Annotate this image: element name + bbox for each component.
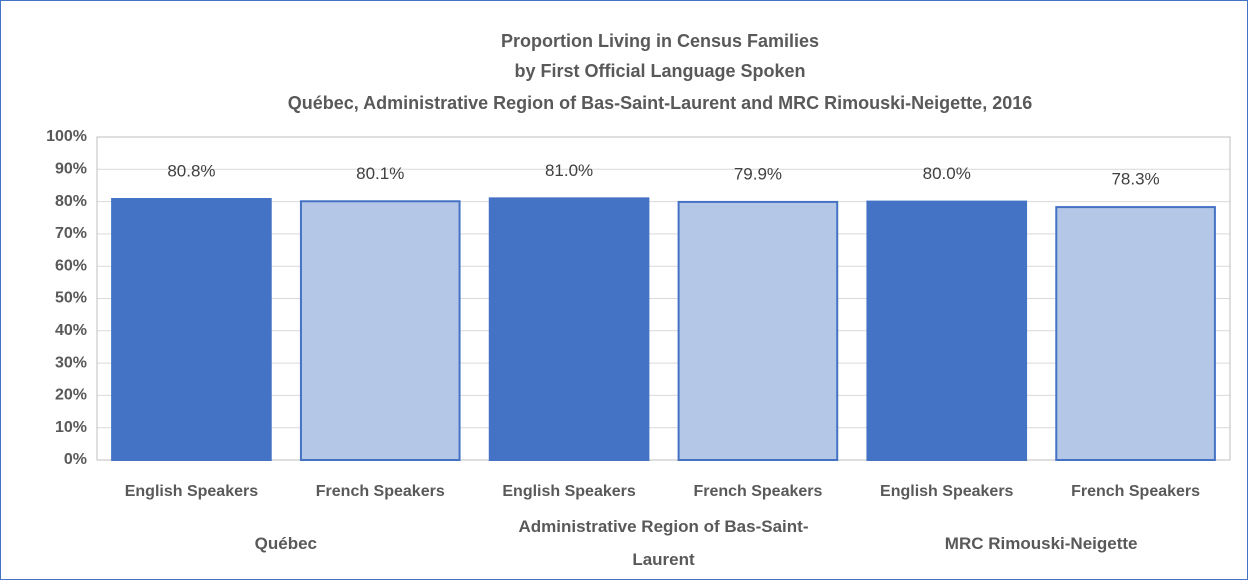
data-label: 80.8% <box>167 162 215 181</box>
y-tick-label: 90% <box>55 161 87 178</box>
chart-title: Proportion Living in Census Families <box>501 31 819 51</box>
group-label: Administrative Region of Bas-Saint-Laure… <box>518 517 809 569</box>
y-tick-label: 60% <box>55 257 87 274</box>
y-tick-label: 10% <box>55 419 87 436</box>
bar <box>111 198 272 462</box>
y-tick-label: 70% <box>55 225 87 242</box>
chart-title: by First Official Language Spoken <box>514 61 805 81</box>
group-label-box: MRC Rimouski-Neigette <box>944 533 1138 553</box>
y-tick-label: 40% <box>55 322 87 339</box>
bar <box>1055 206 1216 461</box>
y-tick-label: 100% <box>46 128 87 145</box>
data-label: 79.9% <box>734 164 782 183</box>
data-label: 80.1% <box>356 164 404 183</box>
bar <box>488 197 650 461</box>
x-tick-label: French Speakers <box>1071 483 1200 500</box>
y-tick-label: 0% <box>64 451 87 468</box>
bar <box>299 200 461 461</box>
x-tick-label: English Speakers <box>125 483 258 500</box>
x-tick-label: English Speakers <box>880 483 1013 500</box>
chart-title: Québec, Administrative Region of Bas-Sai… <box>288 93 1032 113</box>
y-tick-label: 50% <box>55 290 87 307</box>
x-tick-label: French Speakers <box>693 483 822 500</box>
group-label-box: Administrative Region of Bas-Saint-Laure… <box>518 517 809 569</box>
group-label: Québec <box>254 533 317 553</box>
data-label: 80.0% <box>923 164 971 183</box>
bar <box>677 200 839 461</box>
group-label: MRC Rimouski-Neigette <box>944 533 1138 553</box>
data-label: 78.3% <box>1111 170 1159 189</box>
bar <box>866 200 1028 461</box>
group-label-box: Québec <box>254 533 317 553</box>
y-tick-label: 20% <box>55 387 87 404</box>
y-tick-label: 30% <box>55 354 87 371</box>
x-tick-label: French Speakers <box>316 483 445 500</box>
data-label: 81.0% <box>545 161 593 180</box>
plot-border <box>96 136 1231 461</box>
y-tick-label: 80% <box>55 193 87 210</box>
x-tick-label: English Speakers <box>502 483 635 500</box>
